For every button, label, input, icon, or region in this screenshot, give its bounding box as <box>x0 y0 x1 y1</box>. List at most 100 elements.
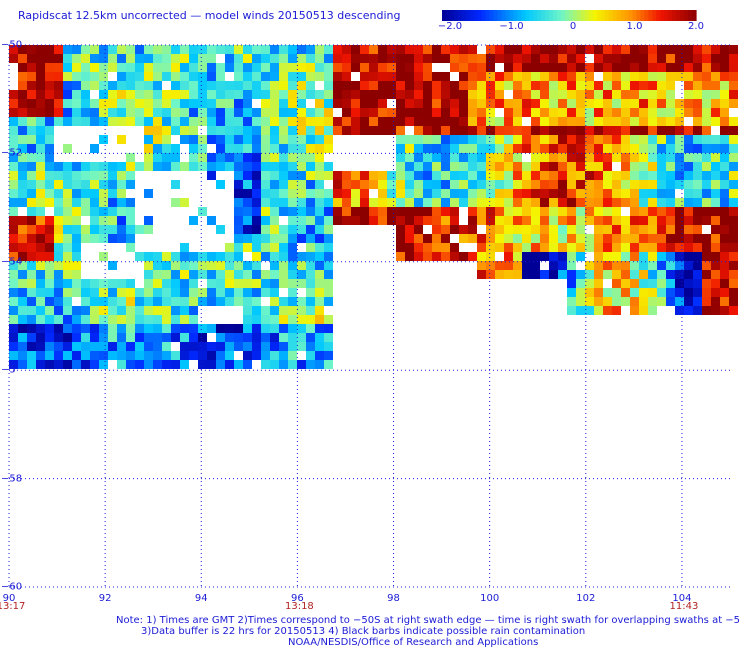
wind-cell <box>486 216 495 225</box>
wind-cell <box>261 135 270 144</box>
wind-cell <box>378 81 387 90</box>
wind-cell <box>513 270 522 279</box>
wind-cell <box>495 243 504 252</box>
wind-cell <box>126 324 135 333</box>
wind-cell <box>360 99 369 108</box>
wind-cell <box>396 153 405 162</box>
wind-cell <box>603 225 612 234</box>
time-label: 11:43 <box>669 601 699 612</box>
wind-cell <box>324 135 333 144</box>
wind-cell <box>333 117 342 126</box>
wind-cell <box>495 171 504 180</box>
wind-cell <box>459 225 468 234</box>
wind-cell <box>693 288 702 297</box>
wind-cell <box>693 207 702 216</box>
wind-cell <box>675 126 684 135</box>
wind-cell <box>189 81 198 90</box>
wind-cell <box>369 207 378 216</box>
wind-cell <box>144 306 153 315</box>
wind-cell <box>729 270 738 279</box>
wind-cell <box>279 279 288 288</box>
wind-cell <box>252 108 261 117</box>
wind-cell <box>9 180 18 189</box>
wind-cell <box>504 81 513 90</box>
wind-cell <box>459 126 468 135</box>
wind-cell <box>486 99 495 108</box>
wind-cell <box>441 162 450 171</box>
wind-cell <box>162 360 171 369</box>
wind-cell <box>414 135 423 144</box>
wind-cell <box>693 189 702 198</box>
wind-cell <box>324 288 333 297</box>
wind-cell <box>603 297 612 306</box>
wind-cell <box>576 225 585 234</box>
wind-cell <box>432 216 441 225</box>
wind-cell <box>144 252 153 261</box>
wind-cell <box>477 81 486 90</box>
wind-cell <box>558 198 567 207</box>
wind-cell <box>576 288 585 297</box>
wind-cell <box>45 180 54 189</box>
wind-cell <box>522 207 531 216</box>
colorbar <box>442 10 697 21</box>
wind-cell <box>36 108 45 117</box>
wind-cell <box>423 117 432 126</box>
colorbar-segment <box>525 10 530 21</box>
wind-cell <box>270 333 279 342</box>
wind-cell <box>693 72 702 81</box>
wind-cell <box>612 279 621 288</box>
wind-cell <box>9 279 18 288</box>
colorbar-segment <box>588 10 594 21</box>
wind-cell <box>594 90 603 99</box>
longitude-label: 100 <box>480 593 500 604</box>
wind-cell <box>423 252 432 261</box>
wind-cell <box>135 333 144 342</box>
wind-cell <box>567 180 576 189</box>
colorbar-segment <box>692 10 697 21</box>
wind-cell <box>306 351 315 360</box>
wind-cell <box>594 225 603 234</box>
wind-cell <box>126 360 135 369</box>
wind-cell <box>423 180 432 189</box>
wind-cell <box>99 171 108 180</box>
wind-cell <box>270 54 279 63</box>
wind-cell <box>306 360 315 369</box>
wind-cell <box>549 171 558 180</box>
time-label: 13:17 <box>0 601 26 612</box>
wind-cell <box>180 108 189 117</box>
wind-cell <box>630 162 639 171</box>
wind-cell <box>45 360 54 369</box>
wind-cell <box>45 63 54 72</box>
wind-cell <box>504 198 513 207</box>
wind-cell <box>369 72 378 81</box>
wind-cell <box>171 270 180 279</box>
wind-cell <box>567 144 576 153</box>
wind-cell <box>207 135 216 144</box>
wind-cell <box>171 90 180 99</box>
wind-cell <box>603 153 612 162</box>
wind-cell <box>684 306 693 315</box>
wind-cell <box>9 162 18 171</box>
wind-cell <box>315 108 324 117</box>
wind-cell <box>648 243 657 252</box>
wind-cell <box>594 306 603 315</box>
wind-cell <box>405 72 414 81</box>
wind-cell <box>450 90 459 99</box>
wind-cell <box>513 126 522 135</box>
wind-cell <box>513 153 522 162</box>
wind-cell <box>702 234 711 243</box>
wind-cell <box>81 297 90 306</box>
wind-cell <box>225 243 234 252</box>
colorbar-segment <box>477 10 483 21</box>
wind-cell <box>36 324 45 333</box>
wind-cell <box>72 306 81 315</box>
wind-cell <box>18 324 27 333</box>
wind-cell <box>729 45 738 54</box>
wind-cell <box>405 108 414 117</box>
wind-cell <box>486 270 495 279</box>
wind-cell <box>567 234 576 243</box>
wind-cell <box>45 252 54 261</box>
colorbar-segment <box>600 10 606 21</box>
wind-cell <box>225 324 234 333</box>
wind-cell <box>225 270 234 279</box>
